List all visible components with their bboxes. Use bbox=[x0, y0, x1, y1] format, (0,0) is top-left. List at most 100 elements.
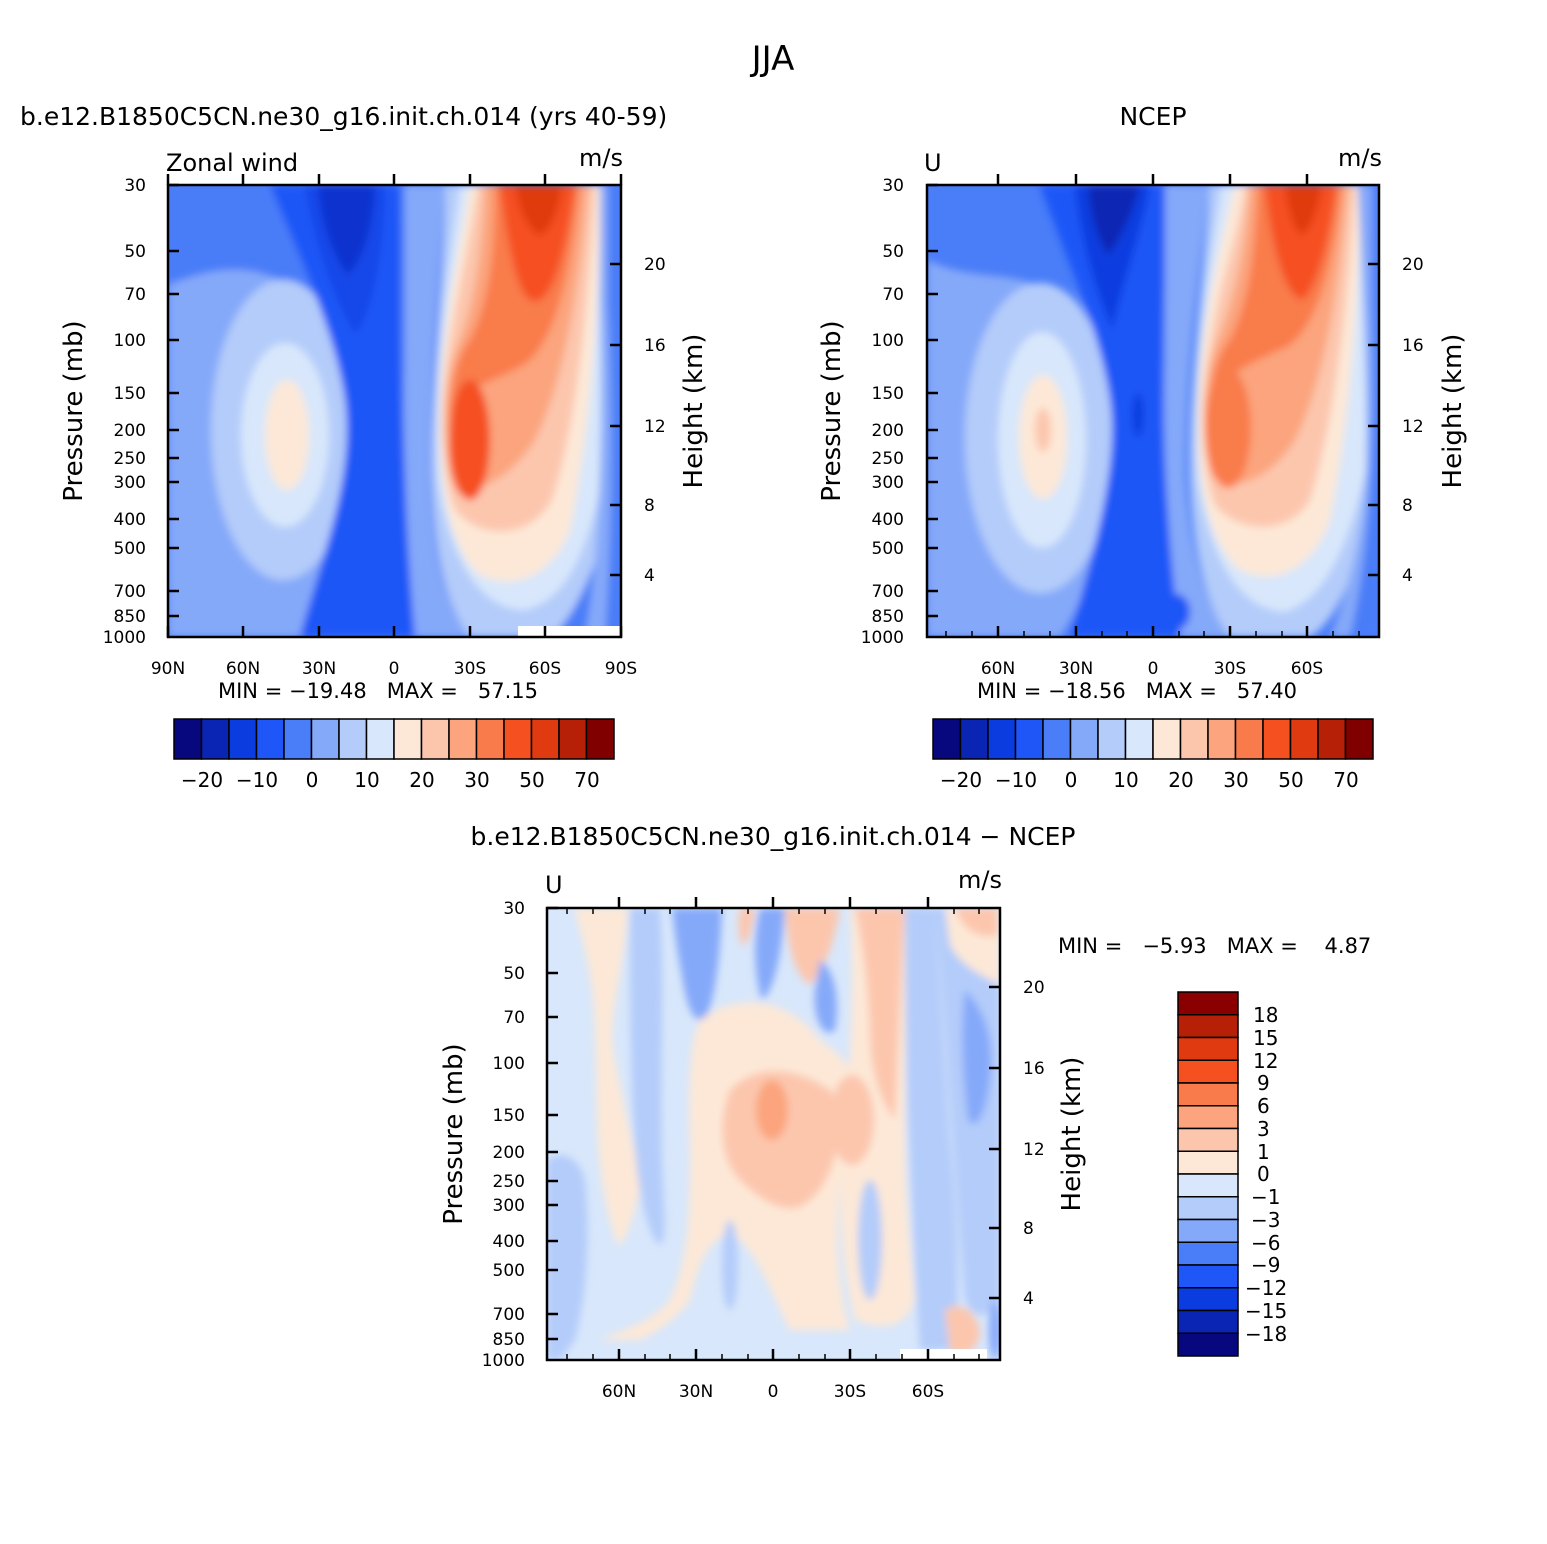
colorbar-label: 10 bbox=[354, 768, 379, 792]
colorbar-label: 18 bbox=[1253, 1003, 1278, 1027]
colorbar-swatch bbox=[1234, 718, 1264, 760]
colorbar-swatch bbox=[558, 718, 588, 760]
y-tick-label: 100 bbox=[872, 331, 904, 351]
colorbar-swatch bbox=[475, 718, 505, 760]
y2-tick-label: 12 bbox=[1023, 1140, 1045, 1160]
x-tick-label: 30S bbox=[454, 659, 486, 679]
y-tick-label: 300 bbox=[114, 473, 146, 493]
x-tick-label: 60N bbox=[602, 1382, 636, 1402]
x-tick-label: 60S bbox=[1291, 659, 1323, 679]
y2-tick-label: 8 bbox=[1402, 496, 1413, 516]
y2-tick-label: 20 bbox=[644, 255, 666, 275]
y2-tick-label: 4 bbox=[1023, 1289, 1034, 1309]
colorbar-label: −10 bbox=[236, 768, 278, 792]
x-tick-label: 60S bbox=[912, 1382, 944, 1402]
colorbar-label: 0 bbox=[1065, 768, 1078, 792]
colorbar-swatch bbox=[503, 718, 533, 760]
colorbar-swatch bbox=[1262, 718, 1292, 760]
colorbar: −20 −10 0 10 20 30 50 70 bbox=[173, 718, 615, 792]
y2-tick-label: 20 bbox=[1023, 978, 1045, 998]
y2-tick-label: 4 bbox=[644, 566, 655, 586]
colorbar-label: −6 bbox=[1251, 1231, 1280, 1255]
y-tick-label: 300 bbox=[493, 1196, 525, 1216]
x-tick-label: 60S bbox=[529, 659, 561, 679]
colorbar-swatch bbox=[1177, 1287, 1239, 1312]
colorbar-swatch bbox=[1177, 1150, 1239, 1175]
y2-tick-label: 20 bbox=[1402, 255, 1424, 275]
y-axis-right: 20 16 12 8 4 Height (km) bbox=[610, 255, 709, 586]
colorbar-label: 20 bbox=[1168, 768, 1193, 792]
y-tick-label: 50 bbox=[503, 964, 525, 984]
y-axis-title: Pressure (mb) bbox=[439, 1043, 469, 1224]
y-tick-label: 50 bbox=[882, 242, 904, 262]
x-tick-label: 30N bbox=[679, 1382, 713, 1402]
y-tick-label: 1000 bbox=[861, 628, 904, 648]
colorbar-swatch bbox=[1289, 718, 1319, 760]
y-tick-label: 850 bbox=[872, 607, 904, 627]
panel-difference: b.e12.B1850C5CN.ne30_g16.init.ch.014 − N… bbox=[439, 822, 1371, 1402]
colorbar-swatch bbox=[1177, 1196, 1239, 1221]
y-axis-left: 30 50 70 100 150 200 250 300 400 500 700… bbox=[59, 176, 179, 648]
y2-tick-label: 12 bbox=[644, 417, 666, 437]
x-tick-label: 30S bbox=[1214, 659, 1246, 679]
variable-label: U bbox=[545, 871, 563, 899]
colorbar-label: 1 bbox=[1257, 1140, 1270, 1164]
colorbar: 18 15 12 9 6 3 1 0 −1 −3 −6 −9 −12 −15 −… bbox=[1177, 991, 1287, 1357]
y-tick-label: 200 bbox=[493, 1143, 525, 1163]
y-axis-right: 20 16 12 8 4 Height (km) bbox=[989, 978, 1087, 1309]
panel-title: b.e12.B1850C5CN.ne30_g16.init.ch.014 (yr… bbox=[20, 102, 667, 131]
colorbar: −20 −10 0 10 20 30 50 70 bbox=[932, 718, 1374, 792]
colorbar-label: −9 bbox=[1251, 1253, 1280, 1277]
min-max-label: MIN = −19.48 MAX = 57.15 bbox=[218, 679, 538, 703]
colorbar-swatch bbox=[448, 718, 478, 760]
min-max-label: MIN = −5.93 MAX = 4.87 bbox=[1058, 934, 1371, 958]
x-tick-label: 0 bbox=[1148, 659, 1159, 679]
units-label: m/s bbox=[579, 144, 623, 172]
colorbar-swatch bbox=[393, 718, 423, 760]
min-max-label: MIN = −18.56 MAX = 57.40 bbox=[977, 679, 1297, 703]
colorbar-label: 0 bbox=[1257, 1162, 1270, 1186]
y-tick-label: 50 bbox=[124, 242, 146, 262]
colorbar-swatch bbox=[1177, 1082, 1239, 1107]
y-tick-label: 100 bbox=[114, 331, 146, 351]
colorbar-swatch bbox=[1177, 1036, 1239, 1061]
y-tick-label: 250 bbox=[872, 449, 904, 469]
colorbar-label: −18 bbox=[1245, 1322, 1287, 1346]
colorbar-swatch bbox=[1014, 718, 1044, 760]
colorbar-label: −20 bbox=[181, 768, 223, 792]
colorbar-swatch bbox=[987, 718, 1017, 760]
x-axis: 60N 30N 0 30S 60S bbox=[566, 897, 980, 1402]
colorbar-swatch bbox=[1124, 718, 1154, 760]
x-tick-label: 60N bbox=[981, 659, 1015, 679]
colorbar-swatch bbox=[1152, 718, 1182, 760]
y-tick-label: 700 bbox=[493, 1305, 525, 1325]
colorbar-label: 50 bbox=[519, 768, 544, 792]
colorbar-swatch bbox=[959, 718, 989, 760]
colorbar-swatch bbox=[585, 718, 615, 760]
colorbar-label: 15 bbox=[1253, 1026, 1278, 1050]
contour-field bbox=[547, 908, 1000, 1360]
y-tick-label: 30 bbox=[503, 899, 525, 919]
y-tick-label: 500 bbox=[872, 539, 904, 559]
y-tick-label: 30 bbox=[124, 176, 146, 196]
y2-axis-title: Height (km) bbox=[679, 334, 709, 489]
y-tick-label: 70 bbox=[503, 1008, 525, 1028]
colorbar-swatch bbox=[1177, 1173, 1239, 1198]
x-tick-label: 0 bbox=[768, 1382, 779, 1402]
y-axis-left: 30 50 70 100 150 200 250 300 400 500 700… bbox=[817, 176, 938, 648]
colorbar-swatch bbox=[1177, 1241, 1239, 1266]
variable-label: U bbox=[924, 149, 942, 177]
colorbar-label: 30 bbox=[1223, 768, 1248, 792]
y2-tick-label: 16 bbox=[1402, 336, 1424, 356]
y-tick-label: 500 bbox=[493, 1261, 525, 1281]
colorbar-swatch bbox=[1177, 991, 1239, 1016]
colorbar-label: −12 bbox=[1245, 1276, 1287, 1300]
colorbar-swatch bbox=[420, 718, 450, 760]
y-tick-label: 400 bbox=[114, 510, 146, 530]
colorbar-swatch bbox=[173, 718, 203, 760]
colorbar-label: 0 bbox=[306, 768, 319, 792]
colorbar-swatch bbox=[1177, 1127, 1239, 1152]
colorbar-label: 30 bbox=[464, 768, 489, 792]
colorbar-swatch bbox=[1069, 718, 1099, 760]
